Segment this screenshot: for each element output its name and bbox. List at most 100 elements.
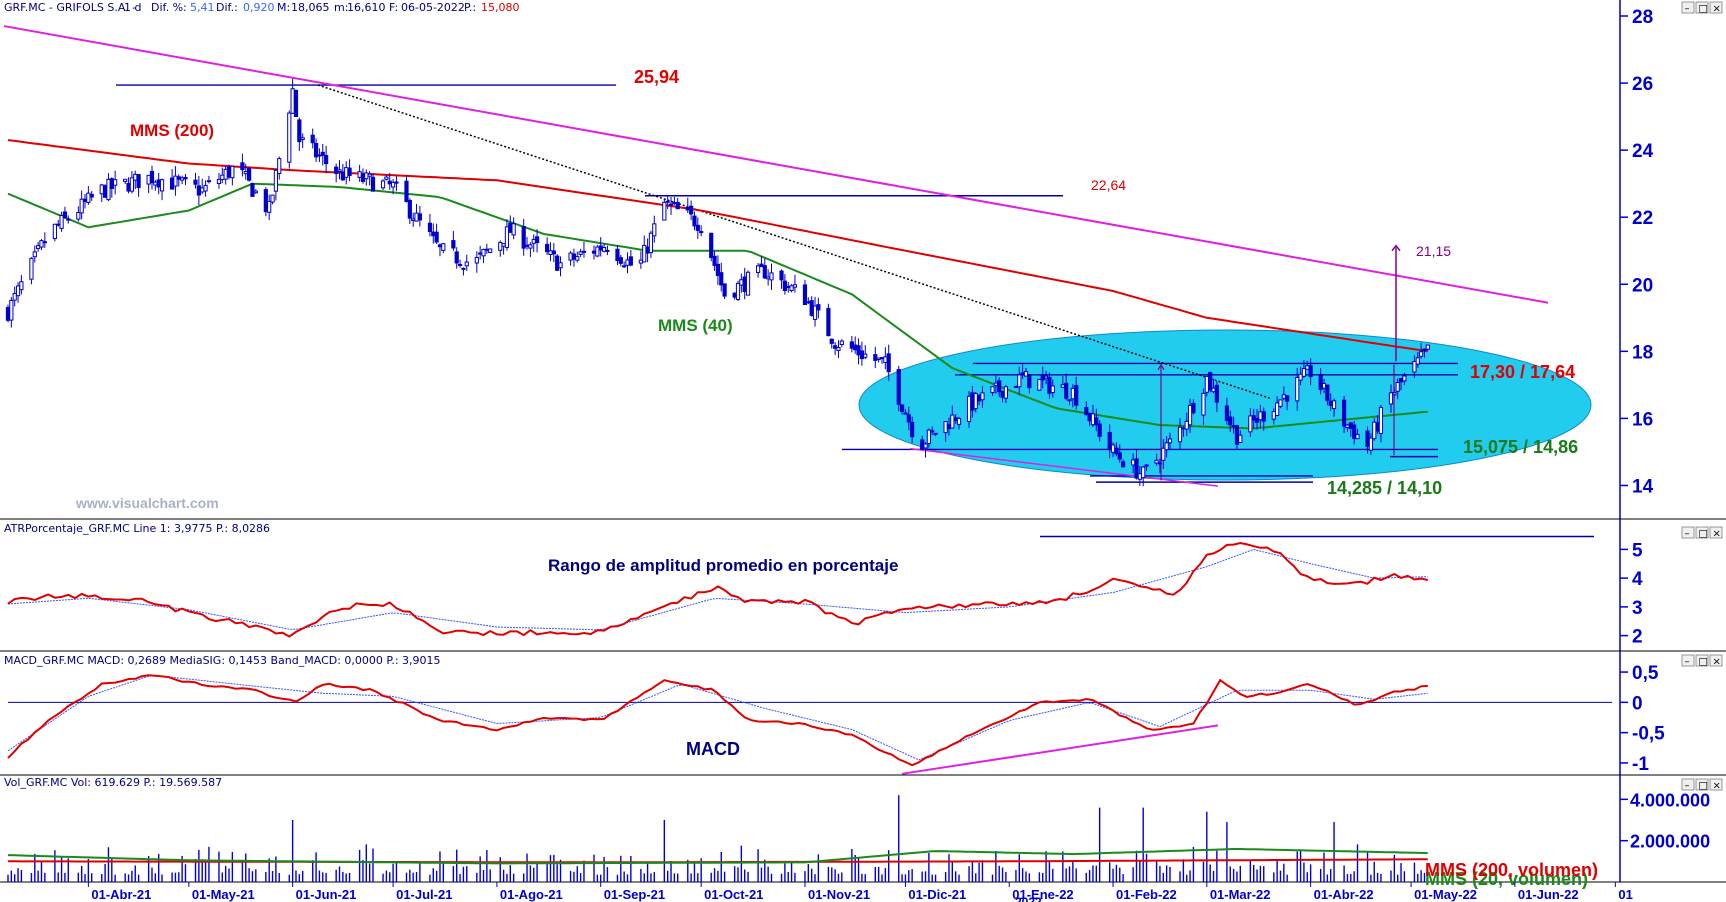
- candle-body: [431, 231, 436, 237]
- candle-body: [826, 307, 831, 337]
- candle: [1388, 384, 1394, 413]
- price-overlays: [1157, 244, 1401, 481]
- candle-body: [1164, 442, 1169, 451]
- candle-body: [719, 272, 724, 286]
- candle: [782, 274, 787, 295]
- volume-header: Vol_GRF.MC Vol: 619.629 P.: 19.569.587: [4, 776, 222, 789]
- candle-body: [739, 279, 744, 286]
- candle-body: [1298, 373, 1303, 381]
- candle-body: [1141, 466, 1146, 479]
- candle-body: [504, 226, 510, 248]
- candle-body: [1301, 368, 1307, 377]
- candle-body: [414, 212, 419, 222]
- candle: [407, 198, 412, 225]
- window-button[interactable]: [1681, 526, 1695, 539]
- candle-body: [595, 246, 600, 257]
- volume-panel: 2.000.000 4.000.000 Vol_GRF.MC Vol: 619.6…: [4, 776, 1710, 889]
- candle: [735, 280, 741, 301]
- price-panel: 14 16 18 20 22 24 26 28 GRF.MC - GRIFOLS S.A. -…: [3, 1, 1654, 511]
- candle-body: [551, 250, 556, 255]
- window-button[interactable]: [1681, 778, 1695, 791]
- price-tick-label: 26: [1632, 74, 1653, 95]
- candle-body: [1231, 425, 1236, 428]
- window-button[interactable]: [1695, 526, 1709, 539]
- candle: [404, 175, 409, 203]
- candle: [136, 173, 141, 197]
- candle-body: [1261, 411, 1266, 422]
- candle-body: [1084, 407, 1089, 416]
- candle: [923, 442, 928, 458]
- candle: [370, 173, 376, 192]
- candle-body: [1201, 392, 1206, 416]
- window-button[interactable]: [1709, 526, 1723, 539]
- window-button[interactable]: [1709, 654, 1723, 667]
- candle: [293, 89, 299, 118]
- window-button[interactable]: [1695, 1, 1709, 14]
- candle-body: [859, 350, 865, 360]
- candle: [1067, 399, 1072, 406]
- candle-body: [1090, 413, 1096, 426]
- candle: [1097, 420, 1102, 442]
- candle-body: [347, 167, 352, 176]
- candle-body: [310, 134, 315, 144]
- candle: [665, 195, 670, 210]
- atr-tick-label: 4: [1632, 569, 1643, 590]
- candle-body: [153, 181, 158, 186]
- candle-body: [1020, 372, 1025, 376]
- candle-body: [508, 222, 513, 233]
- candle-body: [1208, 372, 1213, 391]
- window-button[interactable]: [1681, 1, 1695, 14]
- macd-axis-ticks: -1 -0,5 0 0,5: [1620, 663, 1665, 775]
- candle: [1395, 378, 1400, 400]
- candle-body: [1422, 348, 1427, 352]
- candle: [856, 338, 861, 365]
- candle-body: [903, 412, 908, 415]
- candle-body: [1254, 418, 1260, 423]
- candle-body: [863, 353, 868, 358]
- candle-body: [1372, 421, 1377, 440]
- candle: [755, 263, 761, 278]
- candle-body: [474, 256, 479, 264]
- candle-body: [531, 238, 536, 244]
- label-resistance-zone: 17,30 / 17,64: [1470, 362, 1575, 382]
- candle: [103, 184, 108, 199]
- panel-window-buttons[interactable]: – □ ×– □ ×– □ ×– □ ×: [1681, 1, 1723, 792]
- candle: [789, 284, 794, 293]
- candle: [206, 175, 212, 184]
- year-marker: 2022: [1015, 895, 1042, 902]
- candle-body: [896, 369, 901, 405]
- candle-body: [56, 223, 61, 226]
- candle: [719, 262, 724, 292]
- candle: [9, 297, 14, 328]
- candle: [899, 404, 905, 415]
- candle-body: [977, 394, 982, 402]
- candle-body: [548, 250, 553, 256]
- candle: [779, 269, 784, 289]
- candle-body: [628, 256, 633, 266]
- candle: [149, 165, 155, 190]
- candle-body: [86, 192, 91, 203]
- candle: [1141, 465, 1146, 487]
- x-tick-label: 01-May-21: [192, 887, 255, 902]
- candle: [675, 197, 680, 210]
- candle-body: [668, 203, 674, 206]
- candle-body: [1047, 376, 1052, 394]
- window-button[interactable]: [1681, 654, 1695, 667]
- window-button[interactable]: [1695, 778, 1709, 791]
- candle-body: [15, 285, 21, 297]
- candle: [287, 110, 292, 169]
- candle-body: [1000, 390, 1005, 398]
- resistance-trendline: [3, 25, 1549, 304]
- window-button-glyph: –: [1685, 781, 1690, 792]
- window-button[interactable]: [1709, 778, 1723, 791]
- candle: [39, 239, 44, 251]
- candle: [1214, 381, 1219, 413]
- window-button[interactable]: [1709, 1, 1723, 14]
- candle-body: [558, 262, 563, 269]
- candle-body: [920, 439, 925, 450]
- window-button[interactable]: [1695, 654, 1709, 667]
- candle: [906, 406, 911, 431]
- candle: [313, 138, 319, 162]
- candle-body: [1110, 444, 1116, 453]
- macd-divergence-line: [901, 724, 1219, 775]
